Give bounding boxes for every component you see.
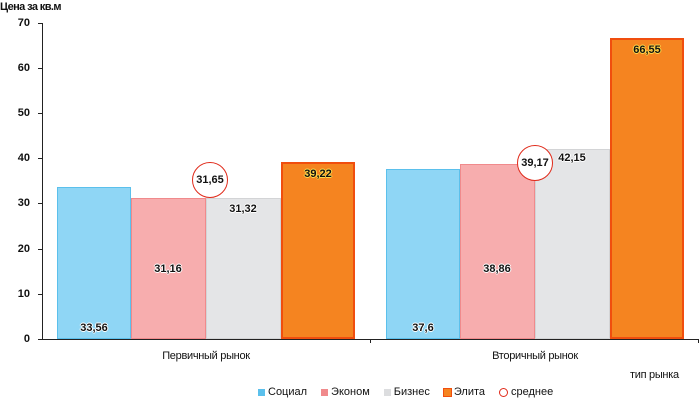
bar-secondary-social [386, 169, 460, 339]
y-tick-20: 20 [17, 243, 30, 255]
y-tick-mark [38, 203, 42, 204]
value-label: 37,6 [412, 322, 434, 334]
legend-label: Социал [268, 386, 308, 398]
y-tick-30: 30 [17, 197, 30, 209]
y-tick-mark [38, 158, 42, 159]
y-tick-60: 60 [17, 62, 30, 74]
legend-item-average: среднее [499, 386, 553, 398]
bar-primary-social [57, 187, 131, 339]
legend-label: Элита [453, 386, 486, 398]
legend: Социал Эконом Бизнес Элита среднее [258, 386, 553, 398]
average-marker: 31,65 [192, 162, 228, 198]
legend-swatch-econom [321, 388, 329, 396]
legend-item-social: Социал [258, 386, 307, 398]
legend-item-econom: Эконом [321, 386, 370, 398]
x-tick-mark [370, 339, 371, 343]
value-label: 38,86 [483, 263, 511, 275]
circle-marker-icon [499, 387, 509, 397]
bar-secondary-elita [610, 38, 684, 339]
y-tick-70: 70 [17, 17, 30, 29]
bar-primary-elita [281, 162, 355, 339]
x-axis-title: тип рынка [630, 369, 679, 381]
category-label-secondary: Вторичный рынок [492, 350, 578, 362]
bar-secondary-biznes [535, 149, 610, 339]
value-label: 31,32 [229, 203, 257, 215]
value-label: 39,22 [304, 168, 332, 180]
y-tick-mark [38, 339, 42, 340]
value-label: 33,56 [80, 322, 108, 334]
y-tick-mark [38, 23, 42, 24]
y-axis-line [42, 23, 43, 339]
y-tick-mark [38, 249, 42, 250]
value-label: 66,55 [633, 44, 661, 56]
bar-secondary-econom [460, 164, 535, 339]
category-label-primary: Первичный рынок [162, 350, 250, 362]
y-tick-10: 10 [17, 288, 30, 300]
legend-item-biznes: Бизнес [383, 386, 430, 398]
legend-item-elita: Элита [442, 386, 486, 398]
y-tick-mark [38, 68, 42, 69]
legend-label: Эконом [331, 386, 370, 398]
legend-label: Бизнес [393, 386, 430, 398]
y-tick-mark [38, 113, 42, 114]
value-label: 31,16 [154, 263, 182, 275]
legend-swatch-elita [442, 387, 452, 397]
y-tick-0: 0 [23, 333, 30, 345]
y-axis-title: Цена за кв.м [0, 1, 61, 13]
y-tick-40: 40 [17, 152, 30, 164]
legend-swatch-biznes [383, 388, 391, 396]
average-marker: 39,17 [517, 145, 553, 181]
value-label: 42,15 [558, 152, 586, 164]
y-tick-mark [38, 294, 42, 295]
legend-label: среднее [511, 386, 554, 398]
y-tick-50: 50 [17, 107, 30, 119]
legend-swatch-social [258, 388, 265, 396]
x-tick-mark [698, 339, 699, 343]
bar-primary-biznes [206, 198, 281, 339]
bar-primary-econom [131, 198, 206, 339]
